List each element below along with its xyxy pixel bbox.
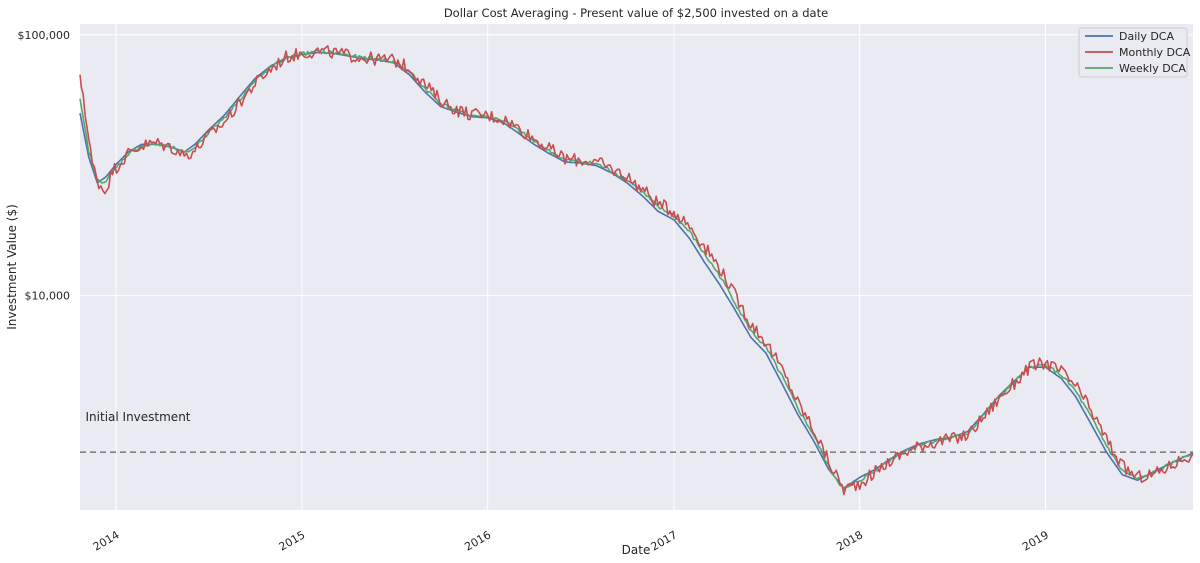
- chart-title: Dollar Cost Averaging - Present value of…: [444, 6, 828, 20]
- plot-area: [80, 24, 1193, 510]
- legend-label-weekly-dca: Weekly DCA: [1119, 62, 1186, 75]
- y-axis-ticks: $10,000 $100,000: [18, 29, 71, 303]
- legend-label-daily-dca: Daily DCA: [1119, 30, 1174, 43]
- legend-box: [1078, 27, 1188, 78]
- y-tick-label-100000: $100,000: [18, 29, 71, 42]
- series-lines: [79, 45, 1194, 496]
- series-line-monthly-dca: [79, 45, 1194, 496]
- x-axis-label: Date: [622, 543, 651, 557]
- y-tick-label-10000: $10,000: [25, 289, 71, 302]
- legend-label-monthly-dca: Monthly DCA: [1119, 46, 1191, 59]
- initial-investment-annotation: Initial Investment: [86, 410, 191, 424]
- gridlines: [80, 24, 1193, 510]
- y-axis-label: Investment Value ($): [5, 204, 19, 330]
- legend: Daily DCA Monthly DCA Weekly DCA: [1078, 27, 1191, 78]
